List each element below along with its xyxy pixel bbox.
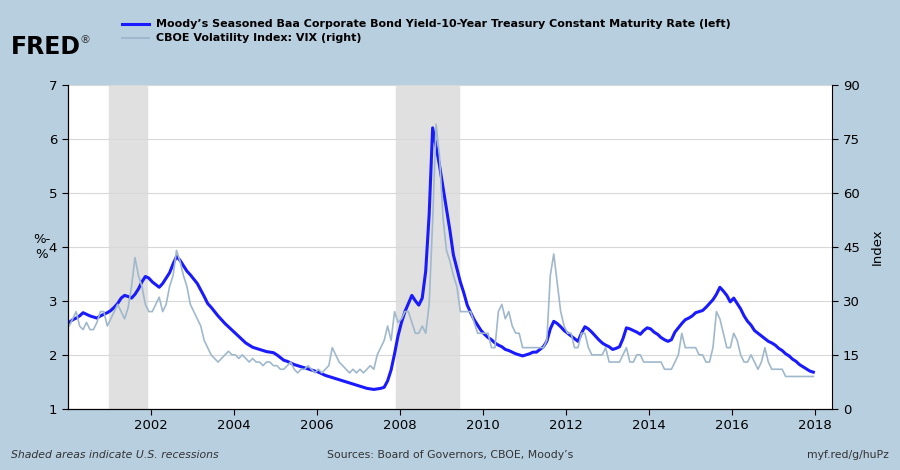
Bar [396, 85, 459, 409]
Text: Shaded areas indicate U.S. recessions: Shaded areas indicate U.S. recessions [11, 450, 219, 460]
Y-axis label: %-
%: %- % [33, 233, 50, 261]
Text: CBOE Volatility Index: VIX (right): CBOE Volatility Index: VIX (right) [156, 32, 361, 43]
Text: myf.red/g/huPz: myf.red/g/huPz [807, 450, 889, 460]
Text: ®: ® [79, 35, 90, 45]
Y-axis label: Index: Index [871, 228, 884, 265]
Text: Sources: Board of Governors, CBOE, Moody’s: Sources: Board of Governors, CBOE, Moody… [327, 450, 573, 460]
Text: FRED: FRED [11, 35, 81, 59]
Text: Moody’s Seasoned Baa Corporate Bond Yield-10-Year Treasury Constant Maturity Rat: Moody’s Seasoned Baa Corporate Bond Yiel… [156, 19, 731, 30]
Bar [109, 85, 148, 409]
